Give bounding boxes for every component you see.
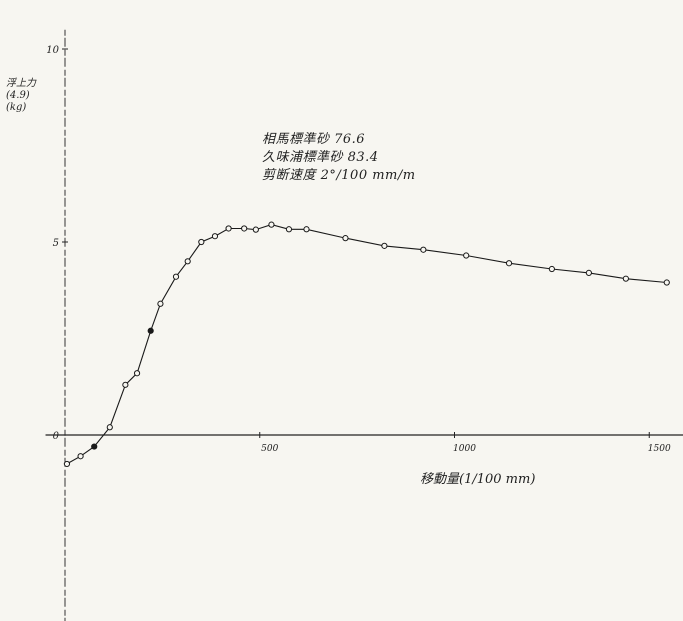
data-point	[585, 269, 592, 276]
y-axis-label: 浮上力(4.9)(kg)	[6, 78, 36, 113]
y-tick-label: 5	[53, 238, 59, 249]
tick-labels: 500 1000 1500 0 5 10	[46, 45, 671, 454]
data-point	[211, 233, 219, 240]
data-point	[241, 225, 248, 232]
data-point	[622, 275, 629, 282]
data-point	[133, 370, 141, 377]
series-line	[66, 224, 667, 465]
data-point	[77, 453, 84, 460]
data-point	[303, 226, 310, 233]
y-tick-label: 0	[53, 431, 60, 442]
x-tick-label: 1000	[453, 444, 476, 454]
data-series	[63, 221, 670, 468]
data-point	[198, 238, 205, 246]
data-point	[381, 242, 388, 249]
y-tick-label: 10	[46, 45, 59, 56]
data-point	[157, 300, 164, 307]
annotation-shear-speed: 剪断速度 2°/100 mm/m	[262, 168, 416, 183]
data-point	[548, 265, 555, 273]
x-axis-label: 移動量(1/100 mm)	[420, 472, 536, 487]
data-point	[172, 273, 180, 280]
axes	[45, 29, 683, 621]
data-point	[463, 252, 470, 259]
data-point	[63, 460, 71, 468]
data-point	[106, 424, 113, 431]
data-point	[252, 226, 259, 233]
data-point	[225, 225, 232, 232]
annotation-sand-1: 相馬標準砂 76.6	[262, 132, 366, 147]
data-point	[285, 226, 293, 233]
data-point	[268, 221, 275, 228]
data-point	[184, 258, 191, 265]
data-point	[420, 246, 427, 253]
annotation-sand-2: 久味浦標準砂 83.4	[262, 150, 379, 165]
x-tick-label: 1500	[648, 444, 671, 454]
data-point	[505, 260, 513, 267]
data-point	[91, 443, 98, 450]
data-point	[147, 327, 154, 334]
data-point	[122, 381, 129, 388]
data-point	[663, 279, 670, 286]
data-point	[342, 235, 349, 242]
x-tick-label: 500	[261, 444, 278, 454]
